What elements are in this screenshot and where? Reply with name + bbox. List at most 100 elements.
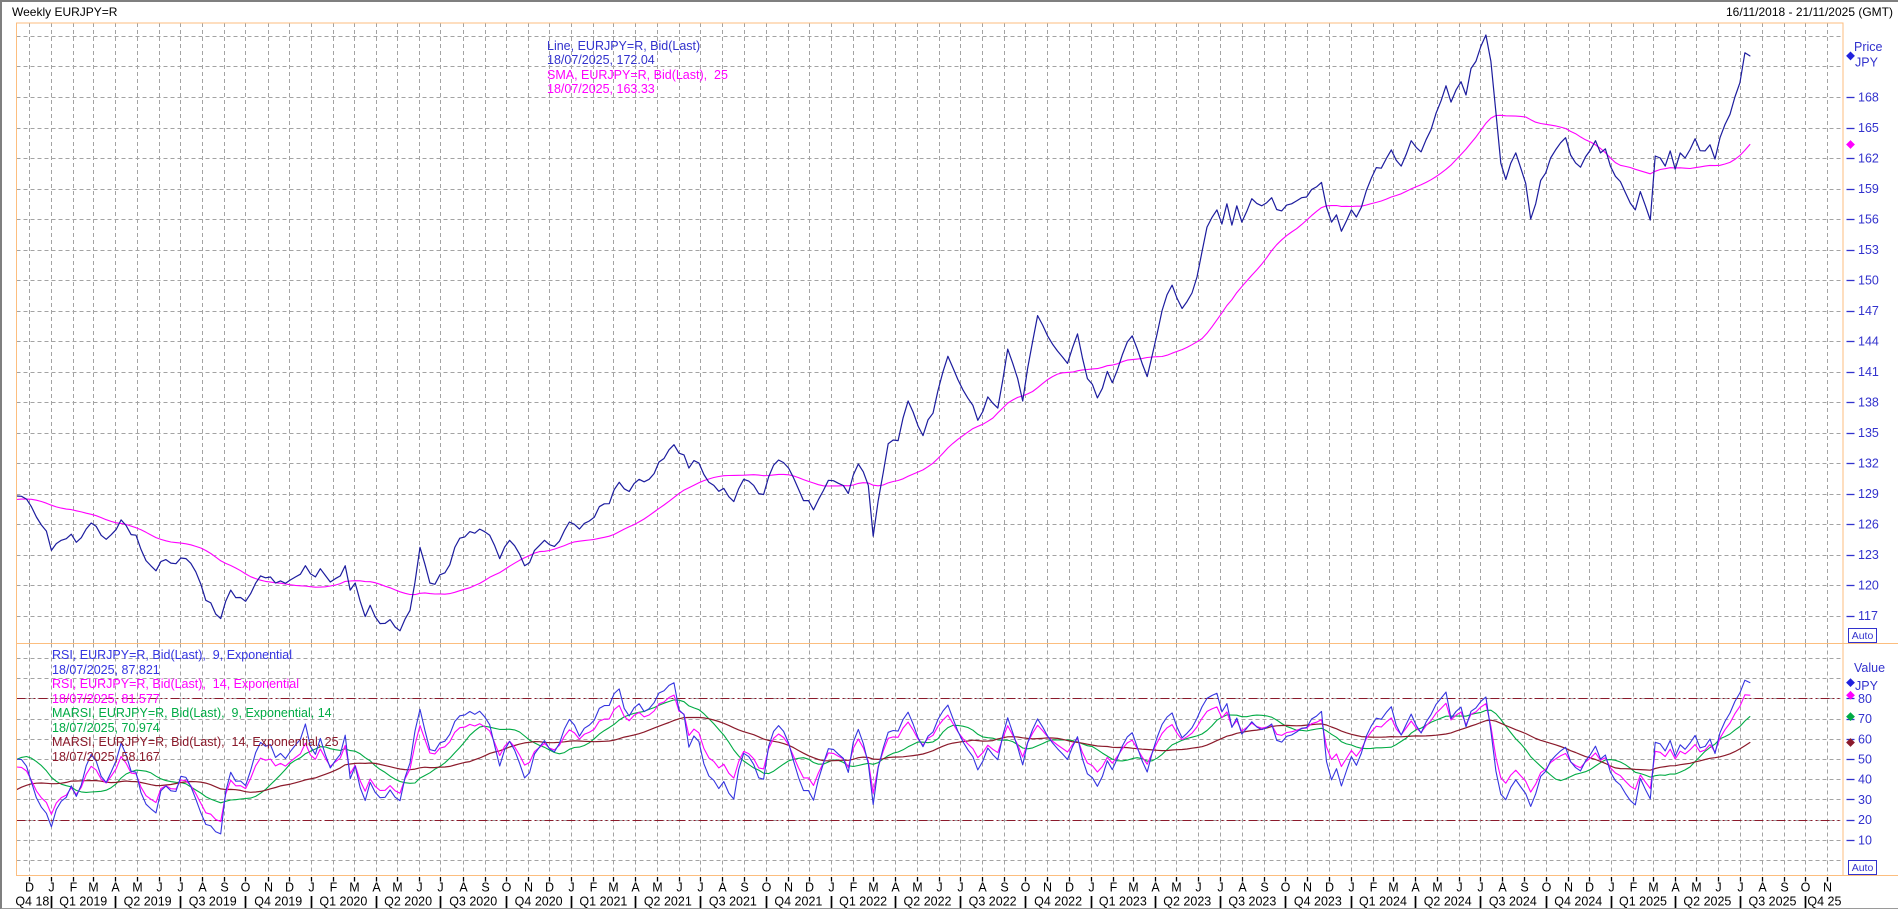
price-legend-sma-label: SMA, EURJPY=R, Bid(Last), 25 — [547, 67, 728, 82]
month-letter: S — [1260, 881, 1268, 895]
month-letter: M — [1171, 881, 1181, 895]
month-letter: A — [891, 881, 900, 895]
price-tick-label: 153 — [1858, 243, 1879, 257]
month-letter: M — [652, 881, 662, 895]
month-letter: A — [198, 881, 207, 895]
price-axis-unit: JPY — [1855, 56, 1879, 70]
month-letter: D — [1585, 881, 1594, 895]
marsi14-legend-label: MARSI, EURJPY=R, Bid(Last), 14, Exponent… — [52, 735, 339, 750]
month-letter: F — [590, 881, 598, 895]
quarter-label: Q3 2022 — [969, 895, 1017, 909]
price-tick-label: 156 — [1858, 213, 1879, 227]
month-letter: F — [1630, 881, 1638, 895]
month-letter: F — [1370, 881, 1378, 895]
month-letter: J — [1348, 881, 1354, 895]
month-letter: O — [1281, 881, 1291, 895]
month-letter: M — [349, 881, 359, 895]
marsi14-legend-value: 18/07/2025, 58.167 — [52, 749, 160, 764]
month-letter: J — [1217, 881, 1223, 895]
month-letter: J — [568, 881, 574, 895]
rsi9-legend-value: 18/07/2025, 87.821 — [52, 662, 160, 677]
month-letter: F — [70, 881, 78, 895]
month-letter: A — [372, 881, 381, 895]
quarter-label: Q1 2025 — [1619, 895, 1667, 909]
price-tick-label: 138 — [1858, 396, 1879, 410]
month-letter: N — [264, 881, 273, 895]
month-letter: J — [1088, 881, 1094, 895]
rsi-tick-label: 40 — [1858, 773, 1872, 787]
marsi9-legend-value: 18/07/2025, 70.974 — [52, 720, 160, 735]
quarter-label: Q2 2025 — [1683, 895, 1731, 909]
quarter-label: Q4 2021 — [774, 895, 822, 909]
month-letter: M — [608, 881, 618, 895]
rsi-tick-label: 70 — [1858, 712, 1872, 726]
price-tick-label: 126 — [1858, 518, 1879, 532]
rsi-axis-auto-button[interactable]: Auto — [1848, 860, 1877, 875]
month-letter: S — [1000, 881, 1008, 895]
month-letter: J — [1477, 881, 1483, 895]
marsi9-legend-label: MARSI, EURJPY=R, Bid(Last), 9, Exponenti… — [52, 706, 332, 721]
month-letter: M — [1432, 881, 1442, 895]
price-tick-label: 144 — [1858, 335, 1879, 349]
month-letter: O — [502, 881, 512, 895]
quarter-label: Q3 2020 — [449, 895, 497, 909]
rsi-tick-label: 80 — [1858, 692, 1872, 706]
panel-borders — [15, 22, 1898, 877]
title-bar: Weekly EURJPY=R 16/11/2018 - 21/11/2025 … — [2, 2, 1898, 22]
month-letter: A — [718, 881, 727, 895]
rsi-tick-label: 30 — [1858, 793, 1872, 807]
quarter-label: Q2 2020 — [384, 895, 432, 909]
month-letter: J — [177, 881, 183, 895]
month-letter: J — [697, 881, 703, 895]
month-letter: S — [220, 881, 228, 895]
rsi14-last-marker — [1846, 690, 1855, 700]
quarter-label: Q4 18 — [15, 895, 49, 909]
month-letter: J — [936, 881, 942, 895]
month-letter: A — [1238, 881, 1247, 895]
price-legend-line-value: 18/07/2025, 172.04 — [547, 53, 655, 68]
month-letter: A — [1671, 881, 1680, 895]
month-letter: J — [676, 881, 682, 895]
month-letter: A — [459, 881, 468, 895]
month-letter: D — [545, 881, 554, 895]
month-letter: F — [1110, 881, 1118, 895]
rsi-tick-label: 10 — [1858, 833, 1872, 847]
month-letter: N — [1564, 881, 1573, 895]
price-line-series — [16, 34, 1751, 632]
price-legend: Line, EURJPY=R, Bid(Last) 18/07/2025, 17… — [547, 39, 728, 97]
month-letter: A — [631, 881, 640, 895]
price-tick-label: 159 — [1858, 182, 1879, 196]
rsi-axis-unit: JPY — [1855, 679, 1879, 693]
price-tick-label: 129 — [1858, 487, 1879, 501]
price-axis-auto-button[interactable]: Auto — [1848, 628, 1877, 643]
sma-last-marker — [1846, 140, 1855, 149]
rsi9-line-series — [16, 679, 1751, 835]
price-legend-line-label: Line, EURJPY=R, Bid(Last) — [547, 39, 701, 53]
quarter-label: Q4 2019 — [254, 895, 302, 909]
gridlines — [16, 23, 1843, 876]
month-letter: D — [1065, 881, 1074, 895]
month-letter: O — [241, 881, 251, 895]
quarter-label: Q3 2021 — [709, 895, 757, 909]
price-tick-label: 117 — [1858, 609, 1878, 623]
month-letter: N — [1303, 881, 1312, 895]
month-letter: M — [1648, 881, 1658, 895]
month-letter: F — [330, 881, 338, 895]
marsi9-last-marker — [1846, 712, 1855, 722]
month-letter: S — [740, 881, 748, 895]
sma-line-series — [16, 114, 1751, 596]
price-tick-label: 120 — [1858, 579, 1879, 593]
month-letter: A — [1411, 881, 1420, 895]
month-letter: N — [524, 881, 533, 895]
price-tick-label: 147 — [1858, 304, 1879, 318]
marsi14-last-marker — [1846, 738, 1855, 747]
month-letter: N — [1043, 881, 1052, 895]
month-letter: J — [1737, 881, 1743, 895]
price-axis-title: Price — [1854, 40, 1883, 54]
month-letter: O — [1542, 881, 1552, 895]
rsi-axis-title: Value — [1854, 661, 1885, 675]
price-last-marker — [1846, 51, 1855, 61]
month-letter: J — [1715, 881, 1721, 895]
rsi14-legend-value: 18/07/2025, 81.577 — [52, 691, 160, 706]
